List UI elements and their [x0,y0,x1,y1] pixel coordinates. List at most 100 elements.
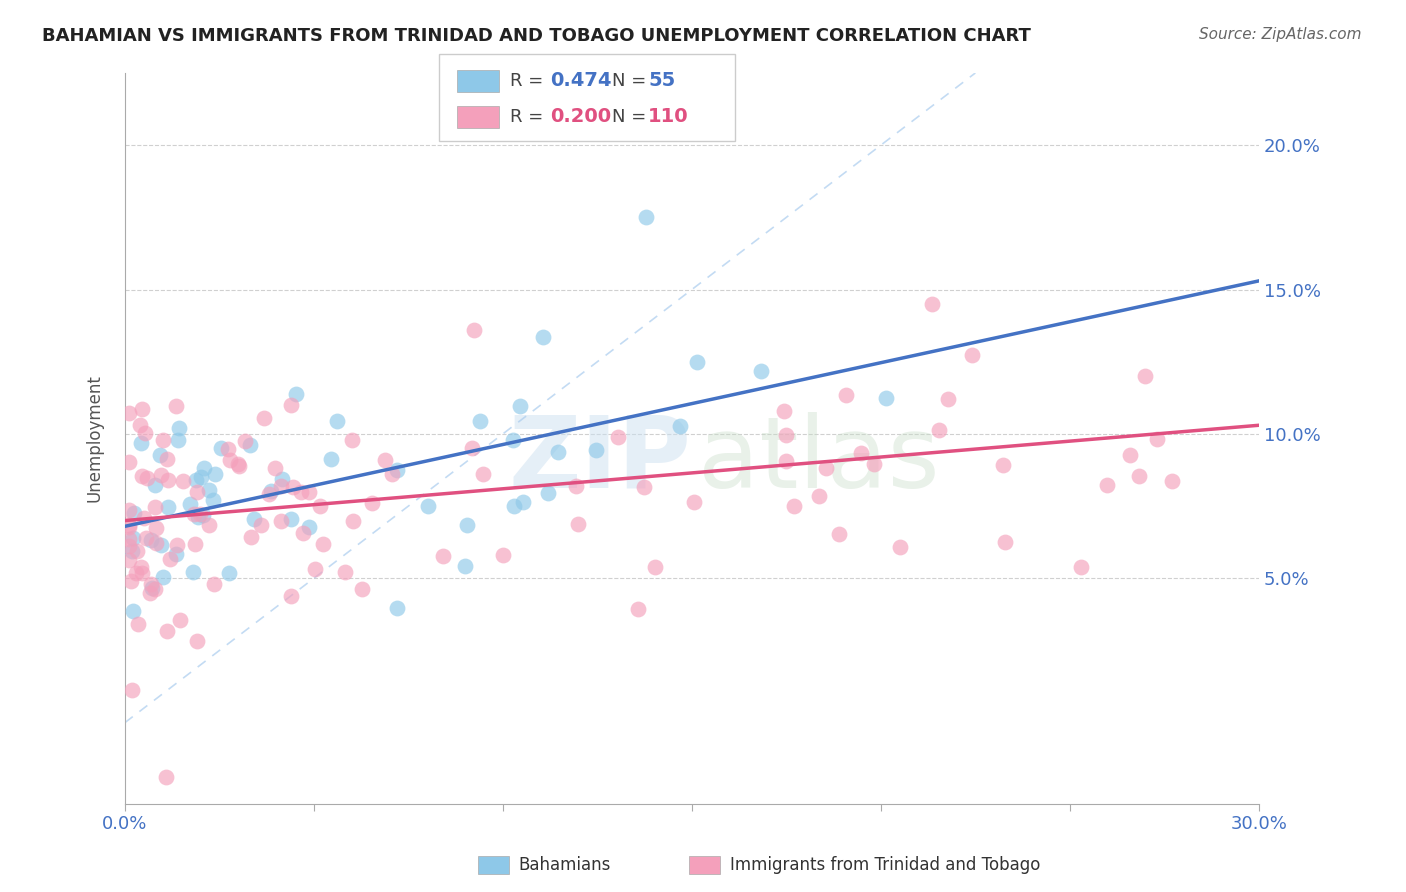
Point [862,457,884,471]
Point [290,485,312,500]
Point [928,423,950,437]
Point [117,532,139,546]
Text: 0.200: 0.200 [550,107,610,127]
Point [166,538,188,552]
Point [828,527,851,541]
Point [117,520,139,534]
Point [531,330,554,344]
Point [135,531,157,545]
Point [326,414,349,428]
Point [156,451,179,466]
Text: 0.0%: 0.0% [103,815,148,833]
Text: 0.474: 0.474 [550,71,612,90]
Point [509,399,531,413]
Point [775,454,797,468]
Text: 110: 110 [648,107,689,127]
Point [120,574,142,589]
Point [193,508,215,522]
Point [281,480,304,494]
Point [921,297,943,311]
Point [461,441,484,455]
Point [131,469,153,483]
Point [297,485,319,500]
Point [492,549,515,563]
Point [145,536,167,550]
Point [340,434,363,448]
Point [118,406,141,420]
Point [889,541,911,555]
Point [834,388,856,402]
Point [201,493,224,508]
Point [636,211,658,225]
Point [149,468,172,483]
Point [172,474,194,488]
Text: 55: 55 [648,71,675,90]
Point [1146,432,1168,446]
Point [773,403,796,417]
Text: N =: N = [612,72,651,90]
Point [270,478,292,492]
Point [183,508,205,522]
Point [121,544,143,558]
Point [155,771,177,785]
Point [374,453,396,467]
Point [808,489,831,503]
Point [385,601,408,615]
Point [122,506,145,520]
Point [463,323,485,337]
Point [342,514,364,528]
Point [814,461,837,475]
Point [606,429,628,443]
Point [1135,369,1157,384]
Point [141,581,163,595]
Point [165,399,187,413]
Point [280,398,302,412]
Point [686,355,709,369]
Point [271,473,294,487]
Point [152,433,174,447]
Point [202,577,225,591]
Point [188,507,211,521]
Text: BAHAMIAN VS IMMIGRANTS FROM TRINIDAD AND TOBAGO UNEMPLOYMENT CORRELATION CHART: BAHAMIAN VS IMMIGRANTS FROM TRINIDAD AND… [42,27,1031,45]
Point [308,499,330,513]
Point [239,438,262,452]
Text: atlas: atlas [697,412,939,508]
Point [131,566,153,580]
Point [585,442,607,457]
Text: R =: R = [510,108,550,126]
Point [217,442,239,456]
Point [280,590,302,604]
Point [851,446,873,460]
Point [117,517,139,532]
Point [454,559,477,574]
Point [117,455,139,469]
Point [219,452,242,467]
Point [145,521,167,535]
Text: N =: N = [612,108,651,126]
Point [121,682,143,697]
Point [503,500,526,514]
Point [1161,475,1184,489]
Point [121,531,143,545]
Point [993,458,1015,472]
Point [962,348,984,362]
Point [186,485,208,500]
Point [1070,560,1092,574]
Point [184,537,207,551]
Point [321,451,343,466]
Point [193,460,215,475]
Point [143,478,166,492]
Point [143,500,166,514]
Point [169,613,191,627]
Point [994,535,1017,549]
Point [166,547,188,561]
Point [298,519,321,533]
Point [470,414,492,428]
Point [135,471,157,485]
Point [938,392,960,406]
Point [156,500,179,514]
Point [117,552,139,566]
Point [257,487,280,501]
Point [186,473,208,487]
Point [159,552,181,566]
